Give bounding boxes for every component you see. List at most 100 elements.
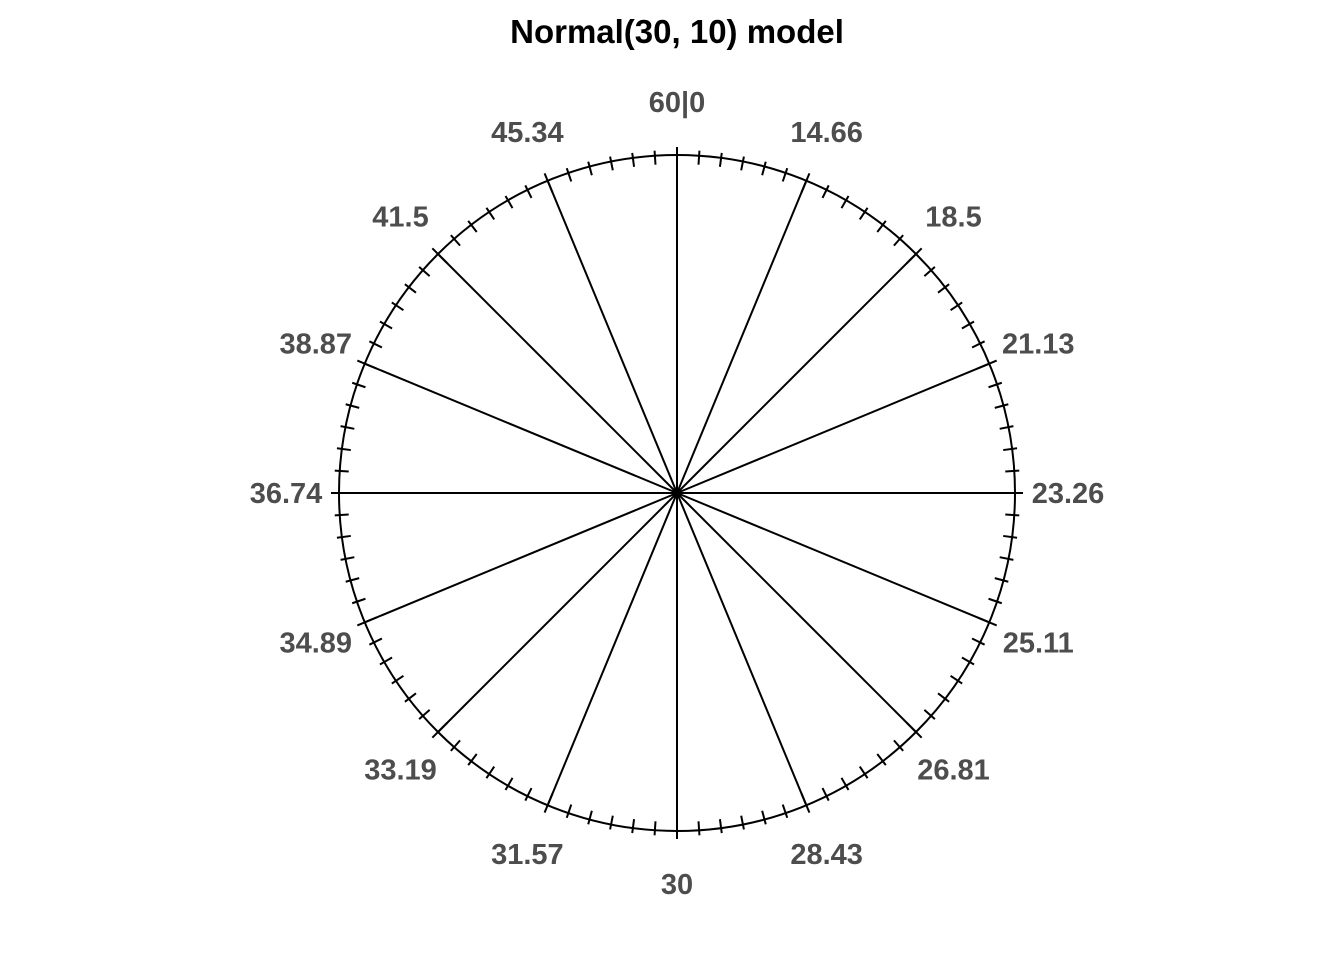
minor-tick: [971, 637, 986, 646]
minor-tick: [697, 150, 701, 165]
minor-tick: [450, 234, 461, 247]
minor-tick: [467, 220, 478, 233]
minor-tick: [740, 156, 745, 171]
minor-tick: [718, 819, 723, 834]
boundary-label: 60|0: [649, 87, 706, 119]
minor-tick: [379, 656, 393, 666]
minor-tick: [697, 821, 701, 836]
minor-tick: [994, 577, 1009, 583]
boundary-label: 34.89: [279, 628, 352, 660]
minor-tick: [937, 692, 950, 703]
minor-tick: [653, 150, 657, 165]
minor-tick: [858, 765, 869, 779]
boundary-label: 30: [661, 869, 693, 901]
minor-tick: [840, 777, 850, 791]
minor-tick: [923, 266, 936, 277]
minor-tick: [504, 777, 514, 791]
minor-tick: [418, 266, 431, 277]
minor-tick: [961, 320, 975, 330]
minor-tick: [840, 195, 850, 209]
minor-tick: [485, 207, 496, 221]
minor-tick: [821, 787, 830, 802]
major-tick: [800, 792, 811, 814]
minor-tick: [334, 469, 349, 473]
minor-tick: [961, 656, 975, 666]
minor-tick: [876, 753, 887, 766]
sector-spoke: [437, 253, 678, 494]
minor-tick: [336, 447, 351, 452]
major-tick: [800, 172, 811, 194]
minor-tick: [994, 403, 1009, 409]
spinner-wheel: 60|0 14.66 18.5 21.13 23.26 25.11 26.81 28.43 30…: [250, 87, 1105, 901]
minor-tick: [653, 821, 657, 836]
major-tick: [431, 722, 448, 739]
minor-tick: [893, 739, 904, 752]
minor-tick: [999, 556, 1014, 561]
sector-spoke: [546, 180, 678, 494]
minor-tick: [351, 381, 366, 389]
minor-tick: [340, 556, 355, 561]
sector-spoke: [676, 180, 808, 494]
minor-tick: [391, 301, 405, 312]
major-tick: [976, 359, 998, 370]
minor-tick: [718, 152, 723, 167]
minor-tick: [971, 340, 986, 349]
minor-tick: [391, 674, 405, 685]
boundary-label: 18.5: [925, 202, 981, 234]
minor-tick: [334, 513, 349, 517]
boundary-label: 36.74: [250, 478, 323, 510]
minor-tick: [404, 283, 417, 294]
minor-tick: [404, 692, 417, 703]
minor-tick: [351, 597, 366, 605]
boundary-label: 31.57: [491, 839, 564, 871]
minor-tick: [876, 220, 887, 233]
boundary-label: 21.13: [1002, 328, 1075, 360]
chart-title: Normal(30, 10) model: [510, 13, 844, 50]
minor-tick: [450, 739, 461, 752]
minor-tick: [379, 320, 393, 330]
minor-tick: [999, 425, 1014, 430]
minor-tick: [1003, 447, 1018, 452]
minor-tick: [631, 152, 636, 167]
boundary-label: 41.5: [372, 202, 428, 234]
minor-tick: [609, 156, 614, 171]
minor-tick: [858, 207, 869, 221]
minor-tick: [1003, 534, 1018, 539]
minor-tick: [949, 674, 963, 685]
minor-tick: [893, 234, 904, 247]
minor-tick: [761, 810, 767, 825]
minor-tick: [345, 403, 360, 409]
minor-tick: [821, 184, 830, 199]
boundary-label: 33.19: [364, 754, 437, 786]
minor-tick: [418, 709, 431, 720]
minor-tick: [524, 787, 533, 802]
major-tick: [431, 247, 448, 264]
major-tick: [906, 722, 923, 739]
minor-tick: [587, 161, 593, 176]
minor-tick: [368, 637, 383, 646]
minor-tick: [504, 195, 514, 209]
boundary-label: 45.34: [491, 117, 564, 149]
boundary-label: 38.87: [279, 328, 352, 360]
minor-tick: [781, 804, 789, 819]
sector-spoke: [676, 253, 917, 494]
boundary-label: 14.66: [790, 117, 863, 149]
minor-tick: [340, 425, 355, 430]
boundary-label: 25.11: [1003, 628, 1074, 660]
minor-tick: [587, 810, 593, 825]
minor-tick: [740, 815, 745, 830]
minor-tick: [467, 753, 478, 766]
minor-tick: [609, 815, 614, 830]
major-tick: [356, 359, 378, 370]
minor-tick: [937, 283, 950, 294]
sector-spoke: [676, 492, 990, 624]
major-tick: [356, 616, 378, 627]
minor-tick: [988, 597, 1003, 605]
major-tick: [976, 616, 998, 627]
major-tick: [906, 247, 923, 264]
minor-tick: [345, 577, 360, 583]
minor-tick: [988, 381, 1003, 389]
minor-tick: [336, 534, 351, 539]
minor-tick: [949, 301, 963, 312]
